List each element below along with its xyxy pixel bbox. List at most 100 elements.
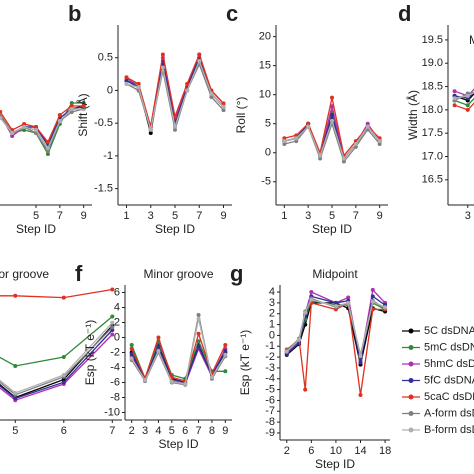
point xyxy=(45,152,50,156)
point xyxy=(221,101,226,106)
panel-label: b xyxy=(68,1,81,26)
point xyxy=(309,290,314,295)
legend-marker xyxy=(408,394,414,400)
point xyxy=(353,142,358,147)
y-axis-label: Esp (kT e⁻¹) xyxy=(83,320,97,385)
legend-label: 5hmC dsDNA xyxy=(424,358,474,370)
y-tick-label: -8 xyxy=(265,416,275,428)
point xyxy=(294,139,299,144)
point xyxy=(309,297,314,302)
point xyxy=(81,107,86,111)
point xyxy=(34,128,38,132)
x-tick-label: 3 xyxy=(142,425,148,437)
panel-label: c xyxy=(226,1,238,26)
point xyxy=(370,287,375,292)
point xyxy=(148,127,153,132)
point xyxy=(69,104,74,108)
point xyxy=(223,369,228,374)
point xyxy=(124,75,129,80)
y-tick-label: -1 xyxy=(103,150,113,162)
x-tick-label: 4 xyxy=(155,425,161,437)
point xyxy=(173,114,177,119)
panel-label: g xyxy=(230,261,243,286)
point xyxy=(223,352,228,357)
point xyxy=(160,65,165,70)
panel: -1.5 -1 -0.5 0 0.5 1 3 5 7 9 Step ID Shift (Å) b xyxy=(68,1,232,236)
legend-marker xyxy=(408,345,414,350)
x-tick-label: 10 xyxy=(330,445,342,457)
point xyxy=(333,300,338,305)
point xyxy=(370,294,375,299)
legend-marker xyxy=(408,378,414,383)
x-tick-label: 9 xyxy=(81,210,87,222)
panel-title: Midpoint xyxy=(312,267,358,281)
y-tick-label: 6 xyxy=(114,286,120,298)
y-tick-label: 19.5 xyxy=(422,34,443,46)
legend-marker xyxy=(408,411,414,416)
series-line xyxy=(0,334,113,401)
x-tick-label: 7 xyxy=(196,210,202,222)
point xyxy=(136,81,141,86)
point xyxy=(333,304,338,309)
x-tick-label: 2 xyxy=(129,425,135,437)
point xyxy=(365,121,370,126)
legend-marker xyxy=(408,328,414,334)
point xyxy=(45,149,50,153)
y-tick-label: 1 xyxy=(269,318,275,330)
y-axis-label: Shift (Å) xyxy=(75,93,90,136)
point xyxy=(221,104,226,109)
point xyxy=(346,295,351,300)
point xyxy=(465,107,470,112)
x-tick-label: 3 xyxy=(148,210,154,222)
point xyxy=(61,355,66,359)
point xyxy=(136,85,141,90)
point xyxy=(196,331,201,336)
panel: 16.5 17.0 17.5 18.0 18.5 19.0 19.5 3 Width (Å) Ma… xyxy=(398,1,474,222)
point xyxy=(124,78,129,83)
panel-title: Minor groove xyxy=(0,267,49,281)
series-line xyxy=(0,322,113,394)
point xyxy=(129,352,134,356)
x-tick-label: 7 xyxy=(196,425,202,437)
y-tick-label: 0 xyxy=(269,329,275,341)
legend-label: 5mC dsDNA xyxy=(424,341,474,353)
point xyxy=(57,119,62,123)
y-tick-label: -2 xyxy=(265,351,275,363)
y-tick-label: -1.5 xyxy=(94,183,113,195)
point xyxy=(185,88,190,93)
x-tick-label: 14 xyxy=(354,445,366,457)
point xyxy=(10,134,15,138)
legend-label: 5fC dsDNA xyxy=(424,374,474,386)
series-line xyxy=(0,326,113,396)
x-tick-label: 6 xyxy=(308,445,314,457)
point xyxy=(297,337,302,342)
point xyxy=(148,131,153,135)
legend-label: A-form dsDNA xyxy=(424,407,474,419)
point xyxy=(160,52,165,57)
point xyxy=(129,356,134,361)
x-axis-label: Step ID xyxy=(158,437,198,451)
point xyxy=(370,299,375,304)
y-tick-label: -1 xyxy=(265,340,275,352)
y-tick-label: 16.5 xyxy=(422,174,443,186)
point xyxy=(383,305,388,310)
series-line xyxy=(0,316,113,367)
point xyxy=(223,343,228,347)
point xyxy=(81,104,86,108)
point xyxy=(452,96,457,101)
panel: -5 0 5 10 15 20 1 3 5 7 9 Step ID Roll (°) c xyxy=(226,1,388,236)
x-tick-label: 5 xyxy=(33,210,39,222)
x-axis-label: Step ID xyxy=(312,222,352,236)
panel-label: f xyxy=(75,261,83,286)
point xyxy=(156,335,161,340)
point xyxy=(346,300,351,305)
point xyxy=(223,349,228,353)
point xyxy=(110,287,115,292)
point xyxy=(69,110,74,114)
y-tick-label: 0 xyxy=(265,147,271,159)
x-tick-label: 9 xyxy=(220,210,226,222)
y-tick-label: 0.5 xyxy=(98,52,113,64)
point xyxy=(452,89,457,94)
point xyxy=(61,373,66,377)
